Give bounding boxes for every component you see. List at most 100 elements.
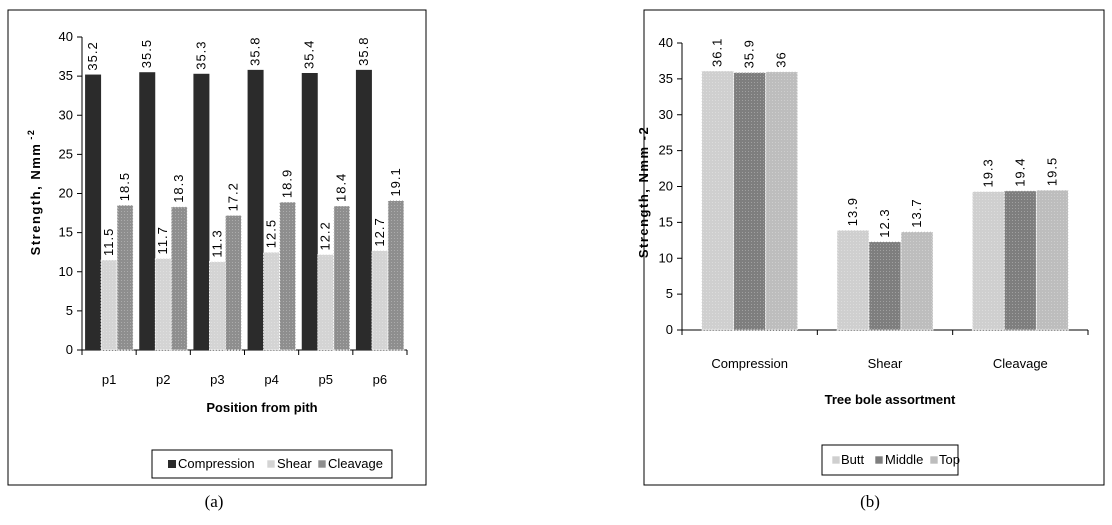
bar-texture bbox=[209, 261, 226, 350]
bar-texture bbox=[701, 70, 734, 331]
data-label: 11.3 bbox=[209, 229, 224, 257]
legend-label: Butt bbox=[841, 452, 865, 467]
y-tick-label: 15 bbox=[659, 214, 673, 229]
data-label: 13.7 bbox=[909, 198, 924, 227]
chart-b: 0 5 10 15 20 25 30 35 40 Compression Shear Cleavage… bbox=[636, 9, 1105, 511]
bar-texture bbox=[333, 206, 350, 350]
y-tick-label: 5 bbox=[666, 286, 673, 301]
legend: Compression Shear Cleavage bbox=[151, 449, 393, 479]
legend-swatch-compression bbox=[168, 460, 176, 468]
bar-texture bbox=[279, 202, 296, 350]
y-tick-label: 10 bbox=[59, 264, 73, 279]
y-tick-label: 30 bbox=[59, 107, 73, 122]
legend-label: Shear bbox=[277, 456, 312, 471]
chart-a: 0 5 10 15 20 25 30 35 40 p1 p2 p3 p4 p5 p6 35.2 35.5 35.3… bbox=[7, 9, 427, 511]
data-label: 19.3 bbox=[980, 158, 995, 187]
bar-texture bbox=[171, 206, 188, 350]
y-tick-label: 5 bbox=[66, 303, 73, 318]
data-label: 18.5 bbox=[117, 172, 132, 201]
chart-frame bbox=[7, 9, 427, 486]
y-axis-title-superscript: -2 bbox=[26, 129, 36, 140]
y-tick-label: 40 bbox=[659, 35, 673, 50]
data-label: 35.9 bbox=[742, 39, 757, 68]
y-axis-title: Strength, Nmm -2 bbox=[26, 129, 43, 256]
data-label: 36.1 bbox=[710, 38, 725, 67]
bar-texture bbox=[225, 215, 242, 350]
data-label: 35.5 bbox=[139, 39, 154, 68]
data-label: 19.1 bbox=[388, 167, 403, 196]
x-axis-title: Position from pith bbox=[206, 400, 317, 415]
bar-texture bbox=[263, 252, 280, 350]
bar-texture bbox=[765, 71, 798, 330]
legend-label: Compression bbox=[178, 456, 255, 471]
x-tick-label: p5 bbox=[319, 372, 333, 387]
x-tick-label: p2 bbox=[156, 372, 170, 387]
bar-compression bbox=[301, 72, 318, 351]
data-label: 19.5 bbox=[1044, 157, 1059, 186]
x-tick-label: p1 bbox=[102, 372, 116, 387]
y-tick-label: 25 bbox=[59, 146, 73, 161]
y-tick-label: 10 bbox=[659, 250, 673, 265]
data-label: 18.9 bbox=[280, 169, 295, 198]
data-label: 12.2 bbox=[318, 221, 333, 250]
bar-texture bbox=[1036, 190, 1069, 330]
bar-texture bbox=[101, 260, 118, 350]
bar-texture bbox=[1004, 190, 1037, 330]
x-tick-label: p6 bbox=[373, 372, 387, 387]
legend-swatch-middle bbox=[874, 455, 884, 465]
data-label: 18.3 bbox=[171, 173, 186, 202]
legend-swatch-butt bbox=[831, 455, 841, 465]
y-tick-label: 30 bbox=[659, 107, 673, 122]
figure-caption: (a) bbox=[205, 492, 224, 511]
y-tick-label: 25 bbox=[659, 143, 673, 158]
bar-texture bbox=[901, 231, 933, 330]
bar-compression bbox=[139, 72, 156, 351]
x-tick-label: Cleavage bbox=[993, 356, 1048, 371]
legend-label: Middle bbox=[885, 452, 923, 467]
data-label: 35.2 bbox=[85, 41, 100, 70]
bar-texture bbox=[371, 250, 388, 350]
figure-caption: (b) bbox=[860, 492, 880, 511]
data-label: 36 bbox=[774, 51, 789, 67]
legend-swatch-cleavage bbox=[317, 459, 327, 469]
x-tick-label: Compression bbox=[711, 356, 788, 371]
y-axis-title: Strength, Nmm -2 bbox=[636, 126, 651, 258]
data-label: 12.3 bbox=[877, 208, 892, 237]
data-label: 17.2 bbox=[225, 182, 240, 211]
data-label: 35.4 bbox=[302, 40, 317, 69]
x-axis-title: Tree bole assortment bbox=[825, 392, 956, 407]
data-label: 19.4 bbox=[1012, 157, 1027, 186]
data-label: 12.5 bbox=[264, 219, 279, 248]
y-tick-label: 15 bbox=[59, 225, 73, 240]
legend-label: Top bbox=[939, 452, 960, 467]
data-label: 18.4 bbox=[334, 173, 349, 202]
data-label: 11.5 bbox=[101, 228, 116, 256]
data-label: 35.8 bbox=[356, 37, 371, 66]
y-axis-title-text: Strength, Nmm -2 bbox=[636, 126, 651, 258]
data-label: 12.7 bbox=[372, 217, 387, 246]
y-tick-label: 20 bbox=[659, 179, 673, 194]
x-tick-label: Shear bbox=[868, 356, 903, 371]
bar-texture bbox=[837, 230, 869, 330]
y-tick-label: 40 bbox=[59, 29, 73, 44]
y-tick-label: 0 bbox=[66, 342, 73, 357]
bar-compression bbox=[193, 73, 210, 350]
y-axis-title-text: Strength, Nmm bbox=[28, 143, 43, 256]
legend: Butt Middle Top bbox=[821, 444, 960, 476]
y-tick-label: 20 bbox=[59, 186, 73, 201]
data-label: 13.9 bbox=[845, 197, 860, 226]
data-label: 35.3 bbox=[193, 40, 208, 69]
bar-compression bbox=[247, 69, 264, 351]
y-tick-label: 35 bbox=[659, 71, 673, 86]
bar-compression bbox=[355, 69, 372, 351]
legend-label: Cleavage bbox=[328, 456, 383, 471]
bar-texture bbox=[972, 191, 1005, 330]
x-tick-label: p4 bbox=[264, 372, 278, 387]
y-tick-label: 35 bbox=[59, 68, 73, 83]
bar-texture bbox=[317, 254, 334, 350]
y-tick-label: 0 bbox=[666, 322, 673, 337]
bar-texture bbox=[117, 205, 134, 350]
data-label: 11.7 bbox=[155, 226, 170, 254]
legend-swatch-top bbox=[929, 455, 939, 465]
